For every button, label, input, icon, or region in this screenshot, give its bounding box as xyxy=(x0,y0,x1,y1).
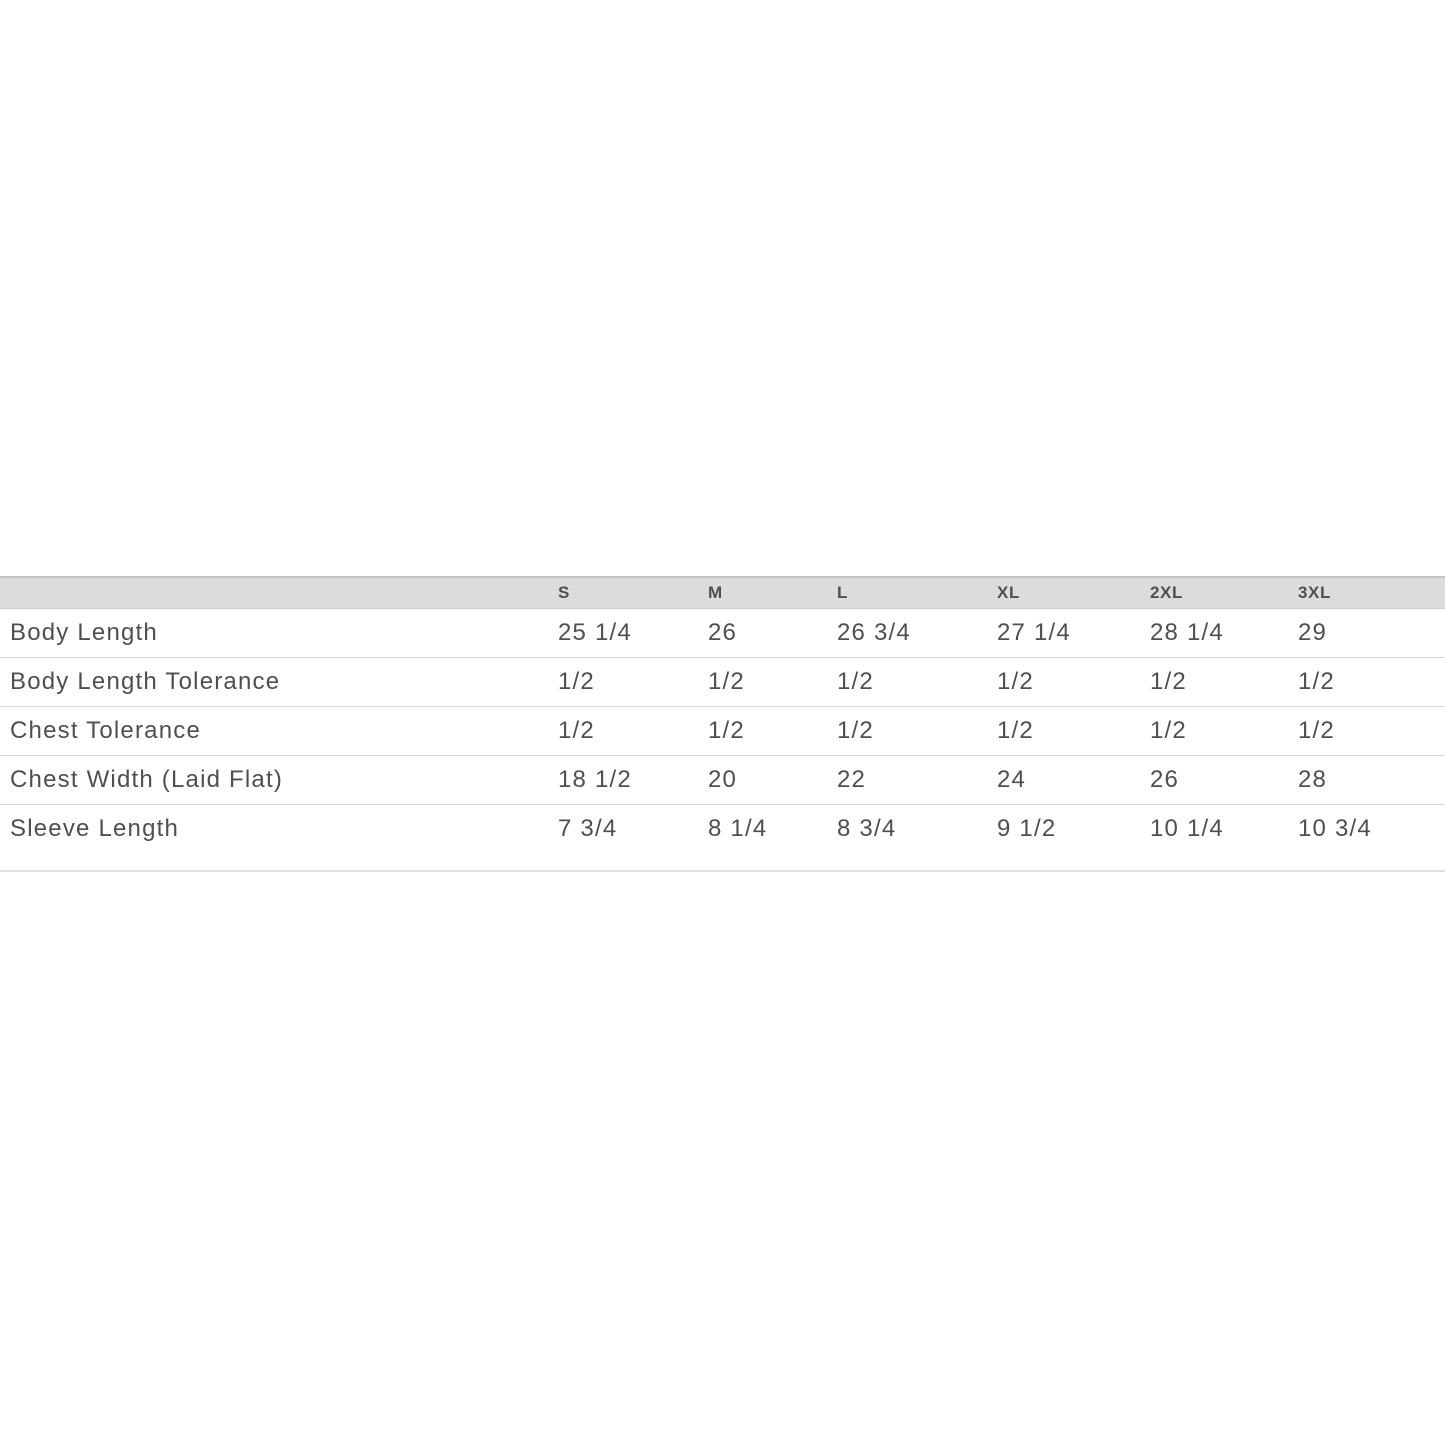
table-cell: 1/2 xyxy=(1288,657,1445,707)
table-cell: 25 1/4 xyxy=(548,608,698,658)
table-cell: 8 1/4 xyxy=(698,804,827,872)
table-row: Body Length 25 1/4 26 26 3/4 27 1/4 28 1… xyxy=(0,608,1445,658)
table-header-row: S M L XL 2XL 3XL xyxy=(0,576,1445,609)
column-header-l: L xyxy=(827,576,987,609)
table-cell: 1/2 xyxy=(827,657,987,707)
row-label: Body Length Tolerance xyxy=(0,657,548,707)
table-cell: 27 1/4 xyxy=(987,608,1140,658)
row-label: Body Length xyxy=(0,608,548,658)
column-header-m: M xyxy=(698,576,827,609)
table-cell: 1/2 xyxy=(548,657,698,707)
table-cell: 26 xyxy=(1140,755,1288,805)
row-label: Chest Width (Laid Flat) xyxy=(0,755,548,805)
size-chart-table: S M L XL 2XL 3XL Body Length 25 1/4 26 2… xyxy=(0,576,1445,872)
column-header-s: S xyxy=(548,576,698,609)
table-cell: 1/2 xyxy=(1140,657,1288,707)
table-row: Sleeve Length 7 3/4 8 1/4 8 3/4 9 1/2 10… xyxy=(0,804,1445,872)
table-cell: 1/2 xyxy=(1140,706,1288,756)
table-row: Chest Tolerance 1/2 1/2 1/2 1/2 1/2 1/2 xyxy=(0,706,1445,756)
table-cell: 29 xyxy=(1288,608,1445,658)
table-cell: 1/2 xyxy=(698,657,827,707)
table-cell: 18 1/2 xyxy=(548,755,698,805)
table-cell: 22 xyxy=(827,755,987,805)
table-cell: 1/2 xyxy=(698,706,827,756)
table-cell: 8 3/4 xyxy=(827,804,987,872)
table-cell: 26 xyxy=(698,608,827,658)
row-label: Sleeve Length xyxy=(0,804,548,872)
table-row: Body Length Tolerance 1/2 1/2 1/2 1/2 1/… xyxy=(0,657,1445,707)
table-cell: 1/2 xyxy=(1288,706,1445,756)
table-cell: 1/2 xyxy=(827,706,987,756)
table-cell: 7 3/4 xyxy=(548,804,698,872)
table-cell: 20 xyxy=(698,755,827,805)
table-cell: 1/2 xyxy=(987,706,1140,756)
table-cell: 1/2 xyxy=(548,706,698,756)
column-header-xl: XL xyxy=(987,576,1140,609)
table-cell: 10 1/4 xyxy=(1140,804,1288,872)
column-header-blank xyxy=(0,576,548,609)
table-cell: 28 1/4 xyxy=(1140,608,1288,658)
column-header-3xl: 3XL xyxy=(1288,576,1445,609)
table-cell: 24 xyxy=(987,755,1140,805)
table-cell: 26 3/4 xyxy=(827,608,987,658)
table-cell: 1/2 xyxy=(987,657,1140,707)
table-cell: 28 xyxy=(1288,755,1445,805)
table-cell: 9 1/2 xyxy=(987,804,1140,872)
table-row: Chest Width (Laid Flat) 18 1/2 20 22 24 … xyxy=(0,755,1445,805)
column-header-2xl: 2XL xyxy=(1140,576,1288,609)
table-cell: 10 3/4 xyxy=(1288,804,1445,872)
row-label: Chest Tolerance xyxy=(0,706,548,756)
